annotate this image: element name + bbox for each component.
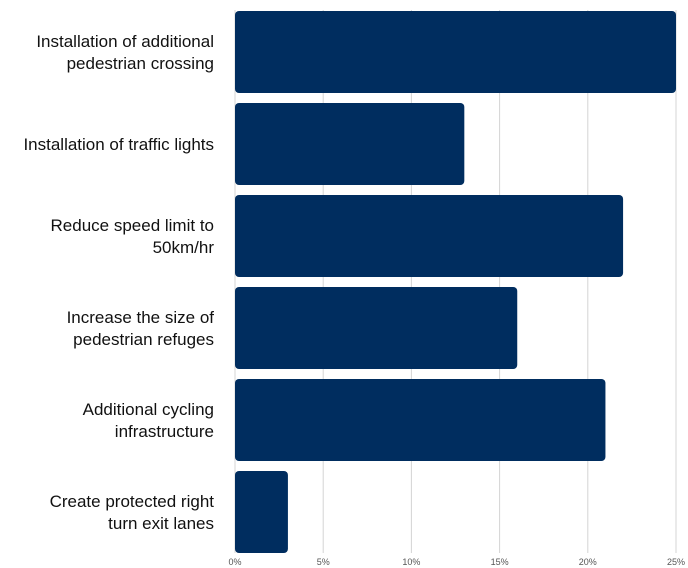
x-tick-label: 0% bbox=[228, 557, 241, 567]
category-label-line: turn exit lanes bbox=[108, 514, 214, 533]
category-label-line: Additional cycling bbox=[83, 400, 214, 419]
category-label-line: Installation of traffic lights bbox=[23, 135, 214, 154]
category-label-line: pedestrian crossing bbox=[67, 54, 214, 73]
x-tick-label: 20% bbox=[579, 557, 597, 567]
category-label: Installation of additional pedestrian cro… bbox=[36, 32, 214, 73]
category-labels: Installation of additional pedestrian cro… bbox=[23, 32, 214, 533]
x-tick-label: 10% bbox=[402, 557, 420, 567]
category-label: Additional cycling infrastructure bbox=[83, 400, 214, 441]
bar bbox=[235, 11, 676, 93]
category-label-line: Reduce speed limit to bbox=[51, 216, 214, 235]
category-label-line: Installation of additional bbox=[36, 32, 214, 51]
x-tick-label: 15% bbox=[491, 557, 509, 567]
bar bbox=[235, 471, 288, 553]
x-tick-label: 25% bbox=[667, 557, 685, 567]
category-label: Create protected right turn exit lanes bbox=[50, 492, 215, 533]
category-label-line: Create protected right bbox=[50, 492, 215, 511]
bar bbox=[235, 195, 624, 277]
gridlines bbox=[234, 10, 677, 553]
x-axis-ticks: 0% 5% 10% 15% 20% 25% bbox=[228, 557, 685, 567]
category-label-line: 50km/hr bbox=[153, 238, 215, 257]
bar bbox=[235, 379, 606, 461]
category-label: Increase the size of pedestrian refuges bbox=[67, 308, 215, 349]
x-tick-label: 5% bbox=[317, 557, 330, 567]
bars bbox=[235, 11, 676, 553]
bar bbox=[235, 103, 465, 185]
category-label: Installation of traffic lights bbox=[23, 135, 214, 154]
category-label-line: pedestrian refuges bbox=[73, 330, 214, 349]
category-label-line: infrastructure bbox=[115, 422, 214, 441]
category-label-line: Increase the size of bbox=[67, 308, 215, 327]
bar bbox=[235, 287, 518, 369]
category-label: Reduce speed limit to 50km/hr bbox=[51, 216, 215, 257]
